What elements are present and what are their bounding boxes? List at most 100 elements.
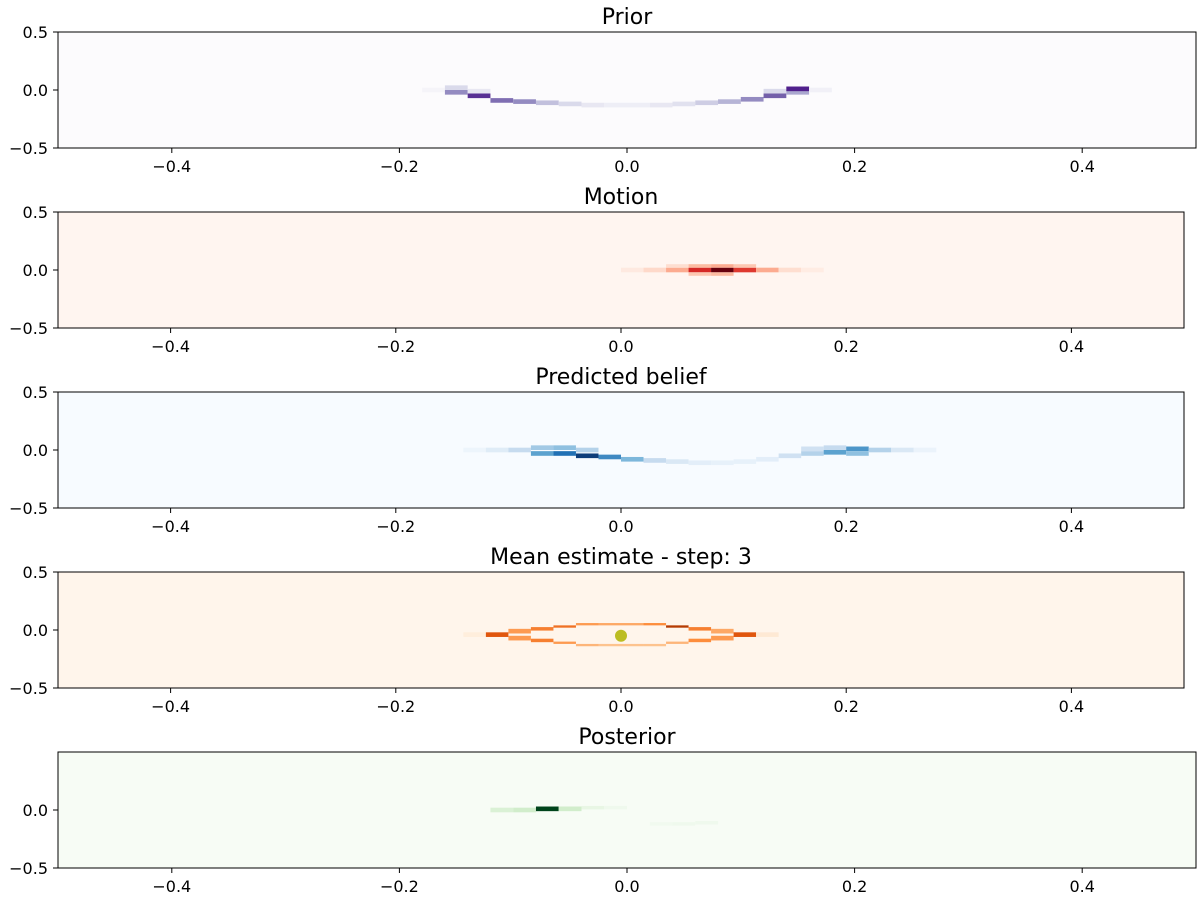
x-tick-label: −0.2 (380, 157, 419, 176)
panel-background (58, 392, 1184, 508)
x-tick-label: 0.4 (1069, 877, 1094, 896)
heatmap-cell (643, 623, 667, 626)
heatmap-cell (711, 264, 734, 268)
heatmap-cell (733, 632, 757, 637)
y-tick-label: 0.0 (23, 261, 48, 280)
heatmap-cell (643, 458, 667, 463)
heatmap-cell (666, 459, 689, 464)
panel-title: Mean estimate - step: 3 (490, 545, 752, 570)
heatmap-cell (627, 102, 650, 108)
heatmap-cell (711, 460, 734, 466)
heatmap-cell (711, 628, 734, 634)
heatmap-cell (688, 627, 712, 631)
heatmap-cell (666, 267, 689, 273)
y-tick-label: −0.5 (9, 679, 48, 698)
heatmap-cell (467, 93, 491, 99)
heatmap-cell (553, 641, 576, 644)
heatmap-cell (467, 88, 491, 94)
heatmap-cell (688, 264, 712, 268)
heatmap-cell (513, 807, 536, 813)
heatmap-cell (688, 638, 712, 643)
heatmap-cell (672, 822, 696, 826)
heatmap-cell (778, 267, 802, 273)
heatmap-cell (695, 100, 719, 106)
heatmap-cell (621, 643, 644, 647)
heatmap-cells (463, 623, 779, 647)
heatmap-cell (786, 86, 810, 92)
panel-background (58, 752, 1196, 868)
heatmap-cell (809, 87, 832, 93)
x-tick-label: −0.4 (151, 697, 190, 716)
x-tick-label: 0.4 (1069, 157, 1094, 176)
y-tick-label: 0.5 (23, 203, 48, 222)
x-tick-label: −0.2 (376, 517, 415, 536)
x-tick-label: 0.2 (842, 157, 867, 176)
heatmap-cells (490, 805, 719, 826)
panel-background (58, 32, 1196, 148)
x-tick-label: 0.4 (1059, 697, 1084, 716)
heatmap-cell (598, 623, 621, 626)
heatmap-cell (672, 101, 696, 107)
heatmap-cell (422, 87, 445, 93)
x-tick-label: −0.2 (376, 697, 415, 716)
mean-estimate-marker (615, 629, 627, 642)
heatmap-cell (621, 456, 644, 462)
heatmap-cell (801, 446, 824, 452)
x-tick-label: 0.2 (833, 337, 858, 356)
y-tick-label: 0.0 (23, 81, 48, 100)
heatmap-cell (718, 99, 741, 104)
heatmap-cell (513, 99, 536, 104)
heatmap-cell (649, 822, 673, 826)
panel-4: −0.4 −0.2 0.0 0.2 0.4 0.0 −0.5 Posterior (9, 725, 1197, 896)
heatmap-cell (733, 267, 757, 273)
x-tick-label: 0.4 (1059, 337, 1084, 356)
heatmap-cell (581, 805, 605, 810)
panel-1: −0.4 −0.2 0.0 0.2 0.4 0.5 0.0 −0.5 Motion (9, 185, 1185, 356)
x-tick-label: −0.4 (152, 877, 191, 896)
heatmap-cell (530, 638, 554, 643)
y-tick-label: 0.0 (23, 801, 48, 820)
heatmap-cell (490, 98, 514, 103)
x-tick-label: 0.0 (614, 877, 639, 896)
heatmap-cell (823, 445, 847, 450)
heatmap-cell (801, 267, 824, 273)
heatmap-cell (604, 102, 627, 108)
heatmap-cell (913, 447, 937, 453)
heatmap-cell (695, 821, 719, 825)
panel-3: −0.4 −0.2 0.0 0.2 0.4 0.5 0.0 −0.5 Mean estimate… (9, 545, 1185, 716)
heatmap-cell (530, 445, 554, 450)
panel-2: −0.4 −0.2 0.0 0.2 0.4 0.5 0.0 −0.5 Predicted bel… (9, 365, 1185, 536)
heatmap-cell (666, 264, 689, 268)
heatmap-cell (763, 88, 787, 94)
heatmap-cell (444, 85, 468, 90)
heatmap-cells (463, 445, 937, 466)
y-tick-label: 0.5 (23, 563, 48, 582)
panel-0: −0.4 −0.2 0.0 0.2 0.4 0.5 0.0 −0.5 Prior (9, 5, 1197, 176)
x-tick-label: 0.0 (608, 697, 633, 716)
heatmap-cell (891, 447, 914, 453)
heatmap-cell (688, 460, 712, 466)
heatmap-cell (621, 267, 644, 273)
heatmap-cell (508, 628, 531, 634)
heatmap-cell (508, 447, 531, 453)
y-tick-label: −0.5 (9, 859, 48, 878)
x-tick-label: 0.2 (833, 697, 858, 716)
heatmap-cell (535, 100, 559, 106)
heatmap-cell (621, 623, 644, 626)
panel-title: Prior (602, 5, 653, 30)
heatmap-cell (508, 635, 531, 641)
heatmap-cell (778, 453, 802, 459)
x-tick-label: −0.4 (151, 517, 190, 536)
heatmap-cell (575, 643, 599, 647)
heatmap-cell (643, 267, 667, 273)
heatmap-cell (558, 806, 582, 812)
heatmap-cell (530, 451, 554, 456)
heatmap-cell (666, 625, 689, 628)
heatmap-cell (444, 90, 468, 95)
heatmap-cell (598, 454, 621, 460)
x-tick-label: −0.4 (151, 337, 190, 356)
x-tick-label: −0.2 (376, 337, 415, 356)
heatmap-cell (756, 456, 779, 462)
y-tick-label: 0.5 (23, 383, 48, 402)
